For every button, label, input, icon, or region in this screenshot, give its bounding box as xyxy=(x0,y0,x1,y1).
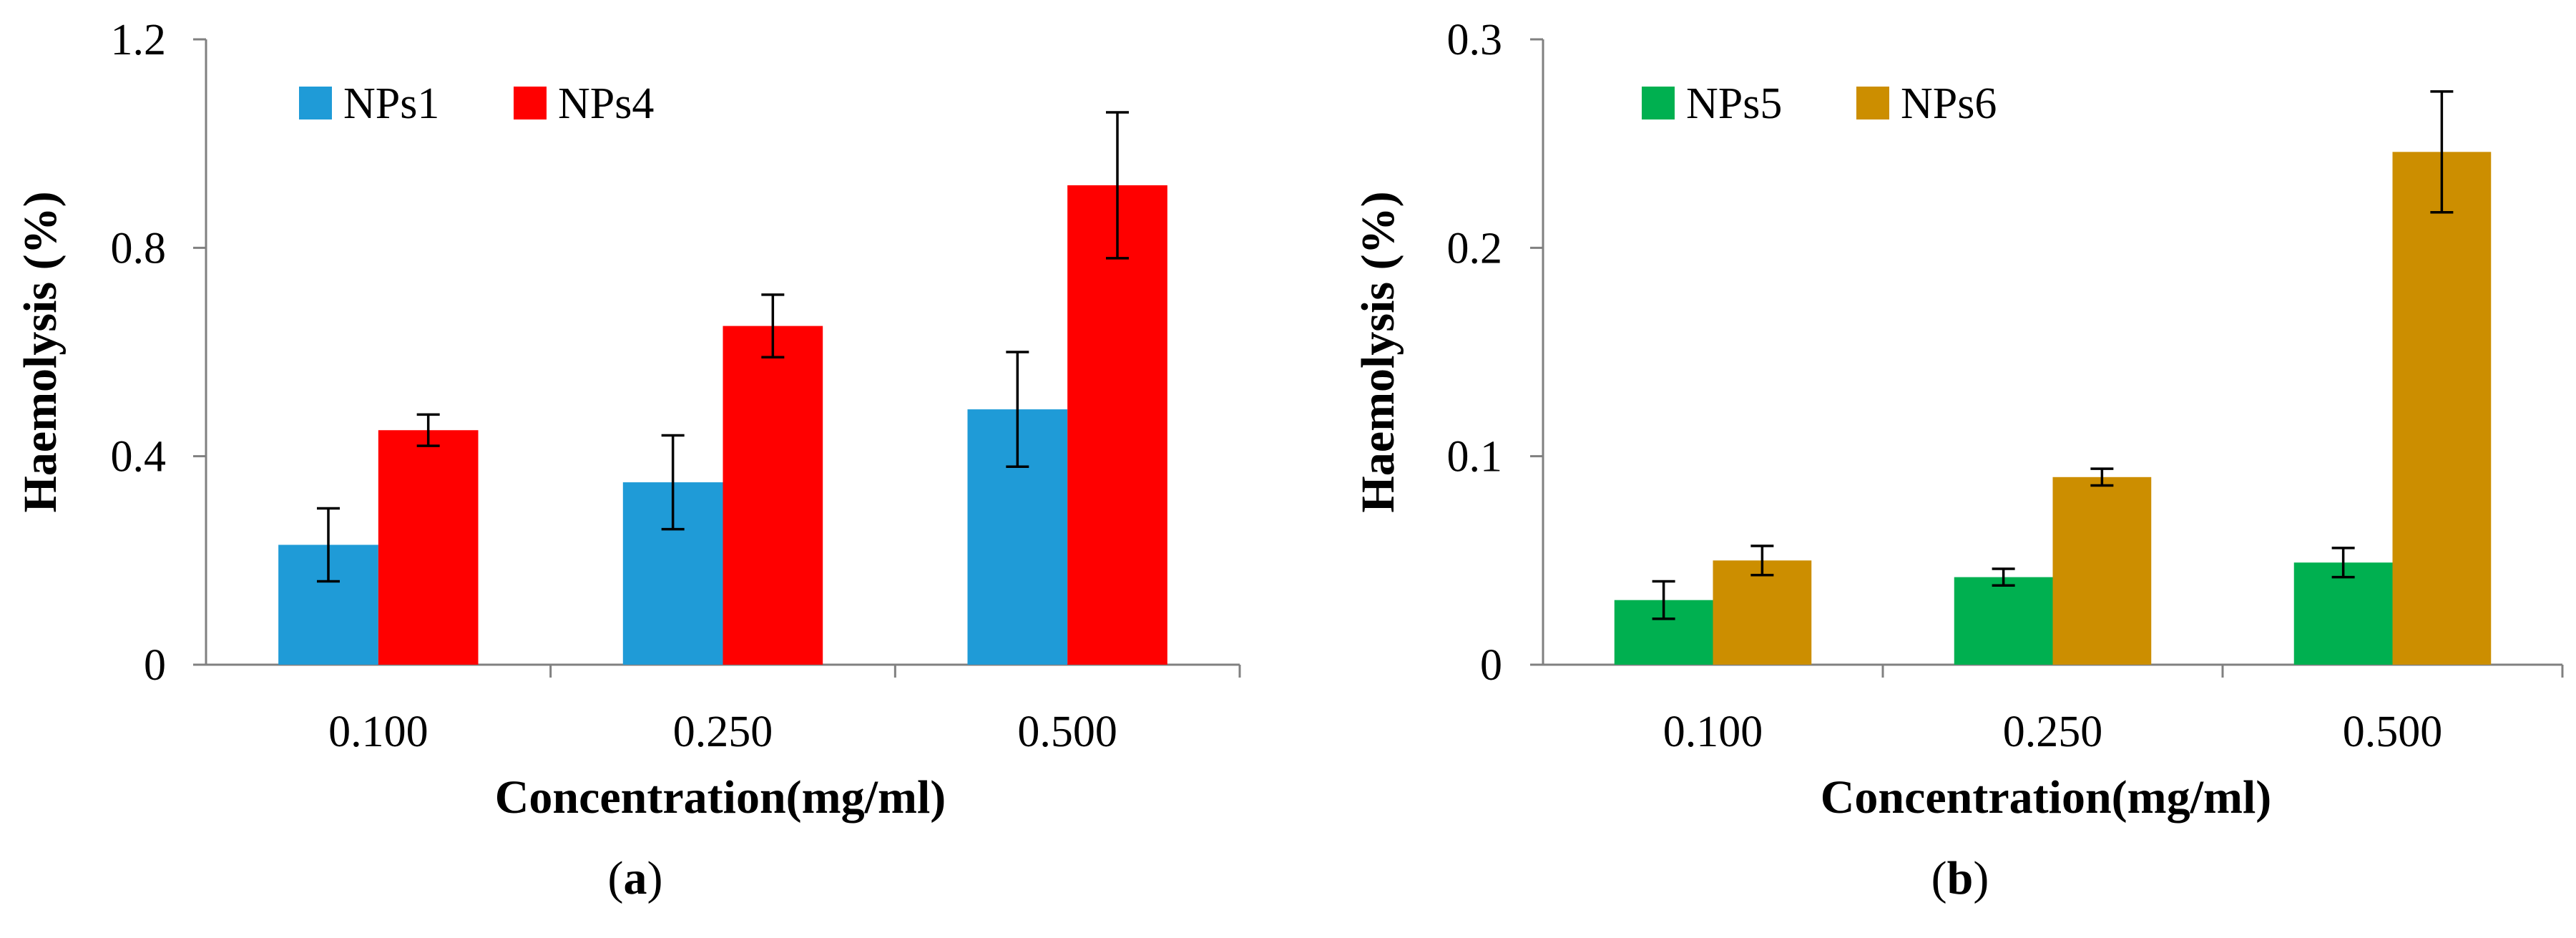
x-tick-label: 0.250 xyxy=(673,708,773,756)
bar-nps5-0.500 xyxy=(2293,562,2393,665)
legend-swatch-nps4 xyxy=(514,87,547,119)
panel-label-close: ) xyxy=(1973,852,1989,904)
bar-nps4-0.500 xyxy=(1067,185,1167,665)
y-tick-label: 0 xyxy=(1480,641,1502,690)
x-tick-label: 0.500 xyxy=(1017,708,1117,756)
panel-label-open: ( xyxy=(608,852,624,904)
panel-label-open: ( xyxy=(1931,852,1947,904)
x-tick-label: 0.100 xyxy=(1663,708,1763,756)
y-axis-title: Haemolysis (%) xyxy=(14,191,67,512)
bar-nps4-0.100 xyxy=(378,430,479,665)
x-tick-label: 0.250 xyxy=(2003,708,2103,756)
legend-label-nps5: NPs5 xyxy=(1686,79,1782,128)
panel-label-close: ) xyxy=(647,852,663,904)
bar-nps5-0.250 xyxy=(1954,577,2053,665)
y-tick-label: 0.4 xyxy=(111,433,167,482)
legend-swatch-nps6 xyxy=(1856,87,1889,119)
bar-nps6-0.500 xyxy=(2392,152,2492,665)
legend-swatch-nps1 xyxy=(299,87,332,119)
bar-nps4-0.250 xyxy=(723,326,823,665)
x-tick-label: 0.500 xyxy=(2343,708,2443,756)
y-tick-label: 0.8 xyxy=(111,224,167,273)
panel-b-chart: 0 0.1 0.2 0.3 0.100 0.250 0.500 NPs5 NPs6 Haemoly… xyxy=(1352,16,2564,904)
legend-label-nps6: NPs6 xyxy=(1901,79,1997,128)
panel-a-chart: 0 0.4 0.8 1.2 0.100 0.250 0.500 NPs1 NPs4 Haemoly… xyxy=(14,16,1241,904)
legend-label-nps1: NPs1 xyxy=(343,79,439,128)
y-tick-label: 0.2 xyxy=(1447,224,1503,273)
x-axis-title: Concentration(mg/ml) xyxy=(495,771,946,824)
panel-label-letter: a xyxy=(624,852,647,904)
bar-nps6-0.100 xyxy=(1713,560,1812,665)
y-tick-label: 1.2 xyxy=(111,16,167,64)
x-axis-title: Concentration(mg/ml) xyxy=(1821,771,2272,824)
y-tick-label: 0 xyxy=(144,641,166,690)
panel-label: (a) xyxy=(608,852,663,904)
panel-label: (b) xyxy=(1931,852,1989,904)
y-tick-label: 0.3 xyxy=(1447,16,1503,64)
y-axis-title: Haemolysis (%) xyxy=(1352,191,1404,512)
legend-label-nps4: NPs4 xyxy=(558,79,654,128)
legend-swatch-nps5 xyxy=(1642,87,1675,119)
y-tick-label: 0.1 xyxy=(1447,433,1503,482)
bar-nps6-0.250 xyxy=(2052,477,2152,665)
x-tick-label: 0.100 xyxy=(328,708,428,756)
panel-label-letter: b xyxy=(1947,852,1974,904)
